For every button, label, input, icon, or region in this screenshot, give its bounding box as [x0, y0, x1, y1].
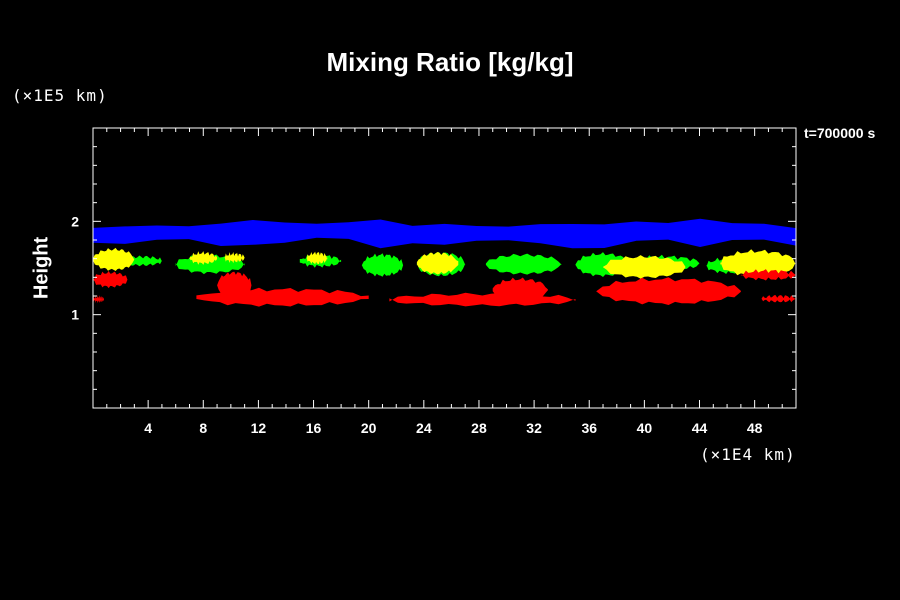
- contour-region: [389, 292, 576, 307]
- x-tick-label: 8: [199, 420, 207, 436]
- x-tick-label: 28: [471, 420, 487, 436]
- contour-region: [603, 255, 686, 279]
- contour-region: [485, 253, 562, 275]
- layer-2: [93, 247, 796, 279]
- plot-frame: [92, 127, 797, 409]
- y-axis-unit: (×1E5 km): [12, 86, 108, 105]
- time-annotation: t=700000 s: [804, 125, 876, 141]
- contour-region: [217, 271, 252, 299]
- y-tick-label: 1: [71, 307, 79, 323]
- chart-title: Mixing Ratio [kg/kg]: [326, 47, 574, 77]
- y-tick-label: 2: [71, 213, 79, 229]
- contour-region: [720, 249, 796, 277]
- contour-region: [361, 253, 404, 277]
- contour-region: [492, 277, 548, 302]
- contour-region: [761, 295, 796, 303]
- x-tick-label: 4: [144, 420, 152, 436]
- x-tick-label: 20: [361, 420, 377, 436]
- x-tick-label: 44: [692, 420, 708, 436]
- x-tick-label: 16: [306, 420, 322, 436]
- x-tick-label: 40: [637, 420, 653, 436]
- x-tick-label: 36: [581, 420, 597, 436]
- contour-region: [306, 251, 328, 265]
- contour-region: [416, 252, 459, 275]
- contour-region: [224, 252, 245, 264]
- x-tick-label: 32: [526, 420, 542, 436]
- x-tick-label: 12: [251, 420, 267, 436]
- x-tick-label: 48: [747, 420, 763, 436]
- contour-region: [93, 247, 135, 271]
- contour-region: [189, 251, 218, 265]
- layer-3: [93, 269, 796, 307]
- contour-region: [93, 294, 104, 304]
- contour-region: [596, 277, 741, 305]
- contour-layers: [93, 218, 796, 307]
- x-axis-unit: (×1E4 km): [700, 445, 796, 464]
- contour-region: [740, 269, 796, 281]
- contour-region: [93, 218, 796, 249]
- contour-region: [93, 270, 128, 289]
- layer-0: [93, 218, 796, 249]
- x-tick-label: 24: [416, 420, 432, 436]
